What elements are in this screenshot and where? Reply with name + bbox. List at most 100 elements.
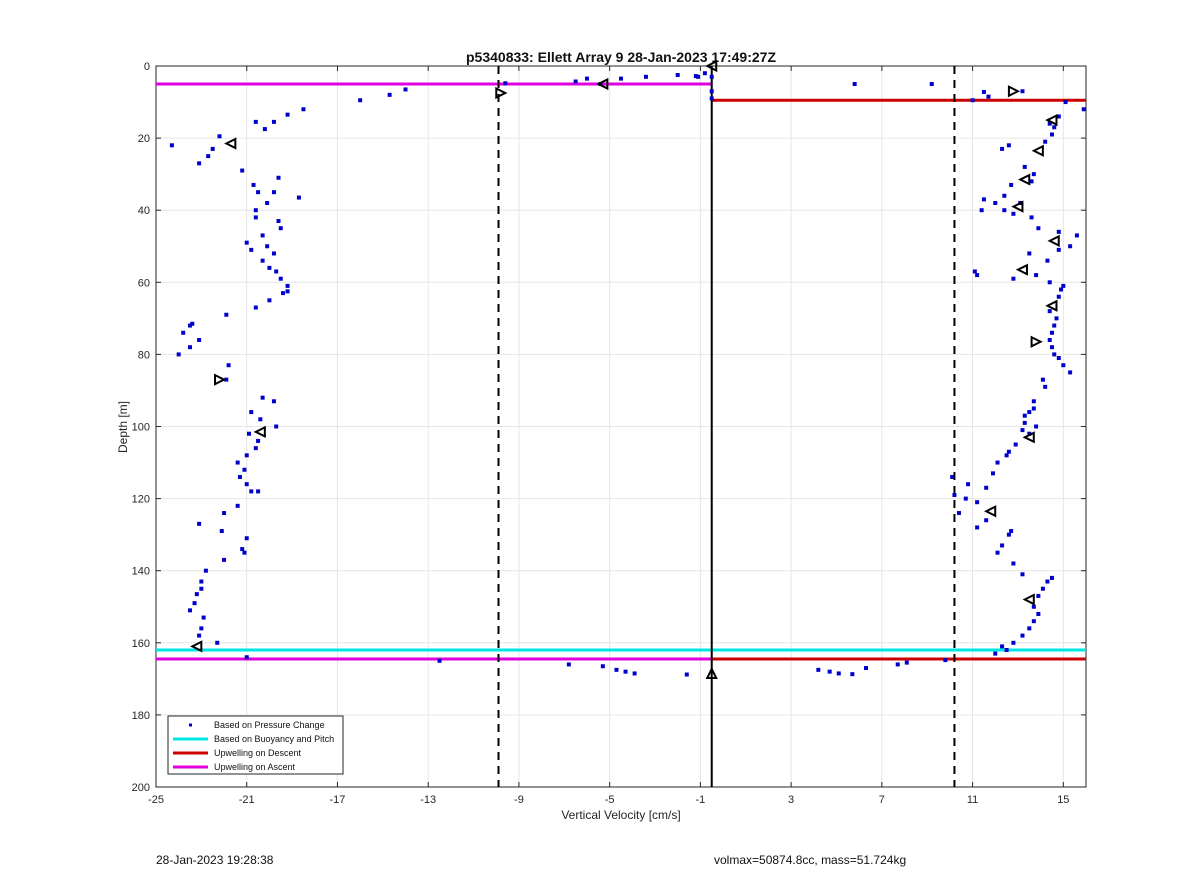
triangle-marker	[983, 505, 997, 518]
pressure-change-point	[1047, 337, 1052, 342]
pressure-change-point	[210, 146, 215, 151]
footer-info: volmax=50874.8cc, mass=51.724kg	[714, 853, 906, 867]
pressure-change-point	[169, 143, 174, 148]
x-tick-label: 7	[879, 794, 885, 806]
pressure-change-point	[984, 485, 989, 490]
pressure-change-point	[197, 633, 202, 638]
pressure-change-point	[693, 74, 698, 79]
pressure-change-point	[1049, 132, 1054, 137]
pressure-change-point	[1013, 442, 1018, 447]
pressure-change-point	[403, 87, 408, 92]
y-tick-label: 60	[138, 277, 150, 289]
pressure-change-point	[249, 410, 254, 415]
scatter-points	[169, 71, 1086, 677]
pressure-change-point	[260, 233, 265, 238]
pressure-change-point	[972, 269, 977, 274]
y-axis-label: Depth [m]	[116, 401, 130, 453]
triangle-marker	[705, 666, 718, 679]
y-tick-label: 120	[132, 494, 150, 506]
triangle-marker	[596, 77, 609, 91]
y-tick-label: 140	[132, 566, 150, 578]
pressure-change-point	[1056, 229, 1061, 234]
legend: Based on Pressure Change Based on Buoyanc…	[167, 715, 344, 775]
pressure-change-point	[1056, 114, 1061, 119]
pressure-change-point	[836, 671, 841, 676]
triangle-marker	[704, 59, 718, 73]
x-tick-label: -9	[514, 794, 524, 806]
pressure-change-point	[253, 119, 258, 124]
pressure-change-point	[285, 112, 290, 117]
pressure-change-point	[194, 592, 199, 597]
pressure-change-point	[188, 323, 193, 328]
triangle-marker	[1007, 85, 1021, 98]
pressure-change-point	[276, 219, 281, 224]
pressure-change-point	[1031, 604, 1036, 609]
pressure-change-point	[702, 71, 707, 76]
pressure-change-point	[1020, 89, 1025, 94]
pressure-change-point	[950, 474, 955, 479]
pressure-change-point	[632, 671, 637, 676]
pressure-change-point	[975, 500, 980, 505]
pressure-change-point	[1036, 226, 1041, 231]
pressure-change-point	[1011, 276, 1016, 281]
pressure-change-point	[1000, 543, 1005, 548]
pressure-change-point	[943, 658, 948, 663]
pressure-change-point	[850, 672, 855, 677]
pressure-change-point	[197, 161, 202, 166]
pressure-change-point	[1004, 648, 1009, 653]
pressure-change-point	[1027, 626, 1032, 631]
pressure-change-point	[1002, 193, 1007, 198]
legend-box	[167, 715, 344, 775]
x-tick-label: 3	[788, 794, 794, 806]
pressure-change-point	[852, 82, 857, 87]
pressure-change-point	[235, 503, 240, 508]
pressure-change-point	[975, 273, 980, 278]
pressure-change-point	[1045, 258, 1050, 263]
pressure-change-point	[614, 667, 619, 672]
pressure-change-point	[188, 345, 193, 350]
pressure-change-point	[1031, 619, 1036, 624]
pressure-change-point	[709, 74, 714, 79]
triangle-marker	[224, 137, 237, 150]
pressure-change-point	[1031, 406, 1036, 411]
pressure-change-point	[1029, 215, 1034, 220]
pressure-change-point	[709, 89, 714, 94]
triangle-marker	[495, 86, 508, 100]
triangle-marker	[1047, 234, 1060, 247]
pressure-change-point	[215, 640, 220, 645]
y-tick-label: 180	[132, 710, 150, 722]
pressure-change-point	[176, 352, 181, 357]
pressure-change-point	[1081, 107, 1086, 112]
legend-entry-label: Based on Buoyancy and Pitch	[214, 734, 334, 744]
pressure-change-point	[1009, 182, 1014, 187]
pressure-change-point	[1031, 399, 1036, 404]
pressure-change-point	[1034, 424, 1039, 429]
pressure-change-point	[643, 74, 648, 79]
y-tick-label: 20	[138, 133, 150, 145]
triangle-marker	[1018, 173, 1031, 186]
y-tick-label: 80	[138, 349, 150, 361]
pressure-change-point	[1022, 420, 1027, 425]
pressure-change-point	[244, 655, 249, 660]
pressure-change-point	[1000, 146, 1005, 151]
pressure-change-point	[1061, 363, 1066, 368]
pressure-change-point	[993, 651, 998, 656]
pressure-change-point	[600, 664, 605, 669]
pressure-change-point	[623, 669, 628, 674]
pressure-change-point	[253, 305, 258, 310]
pressure-change-point	[199, 579, 204, 584]
pressure-change-point	[1006, 143, 1011, 148]
chart-title: p5340833: Ellett Array 9 28-Jan-2023 17:…	[466, 49, 776, 65]
pressure-change-point	[274, 424, 279, 429]
pressure-change-point	[1049, 575, 1054, 580]
pressure-change-point	[863, 666, 868, 671]
pressure-change-point	[963, 496, 968, 501]
pressure-change-point	[929, 82, 934, 87]
y-axis-ticks: 0 20 40 60 80 100 120 140 160 180 200	[132, 61, 1086, 794]
series-lines	[156, 82, 1086, 661]
pressure-change-point	[201, 615, 206, 620]
pressure-change-point	[181, 330, 186, 335]
pressure-change-point	[253, 215, 258, 220]
pressure-change-point	[260, 258, 265, 263]
pressure-change-point	[244, 240, 249, 245]
